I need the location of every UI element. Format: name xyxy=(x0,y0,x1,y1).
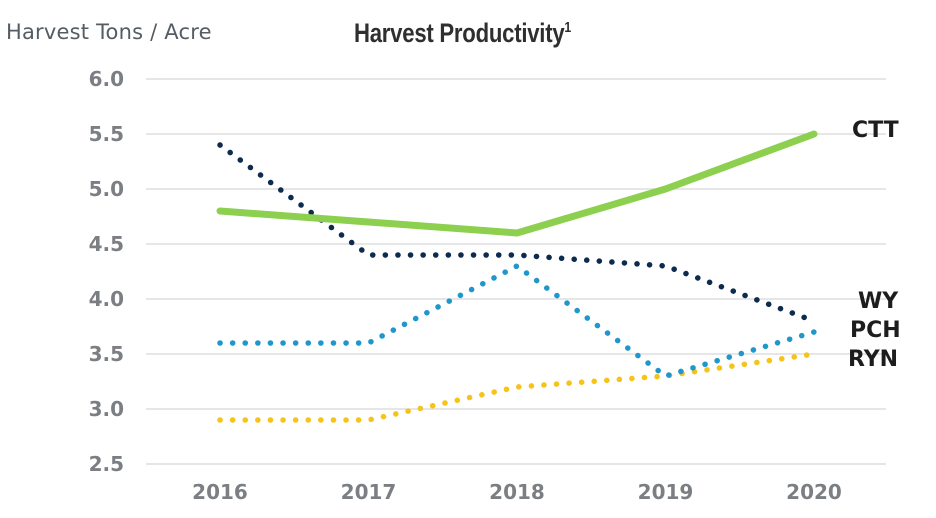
y-tick-label: 4.0 xyxy=(89,287,124,311)
chart-title: Harvest Productivity1 xyxy=(354,18,571,49)
x-tick-label: 2016 xyxy=(192,480,248,504)
series-line-ryn xyxy=(217,351,817,423)
y-axis-label: Harvest Tons / Acre xyxy=(6,20,212,44)
chart-title-text: Harvest Productivity xyxy=(354,18,565,48)
series-line-pch xyxy=(217,263,817,379)
x-tick-label: 2019 xyxy=(638,480,694,504)
y-tick-labels: 2.5 3.0 3.5 4.0 4.5 5.0 5.5 6.0 xyxy=(89,67,124,476)
series-lines xyxy=(216,130,818,423)
y-tick-label: 5.0 xyxy=(89,177,124,201)
y-tick-label: 3.0 xyxy=(89,397,124,421)
y-tick-label: 5.5 xyxy=(89,122,124,146)
y-tick-label: 3.5 xyxy=(89,342,124,366)
y-tick-label: 4.5 xyxy=(89,232,124,256)
series-line-ctt xyxy=(216,130,818,237)
x-tick-label: 2017 xyxy=(341,480,397,504)
series-label-wy: WY xyxy=(858,289,899,314)
title-footnote: 1 xyxy=(564,19,572,36)
series-labels: CTT WY PCH RYN xyxy=(848,118,901,372)
y-tick-label: 2.5 xyxy=(89,452,124,476)
x-tick-label: 2020 xyxy=(786,480,842,504)
series-label-pch: PCH xyxy=(850,318,901,343)
series-label-ryn: RYN xyxy=(848,347,898,372)
x-tick-labels: 2016 2017 2018 2019 2020 xyxy=(192,480,842,504)
x-tick-label: 2018 xyxy=(489,480,545,504)
y-tick-label: 6.0 xyxy=(89,67,124,91)
series-label-ctt: CTT xyxy=(852,118,899,143)
grid-lines xyxy=(146,78,886,465)
